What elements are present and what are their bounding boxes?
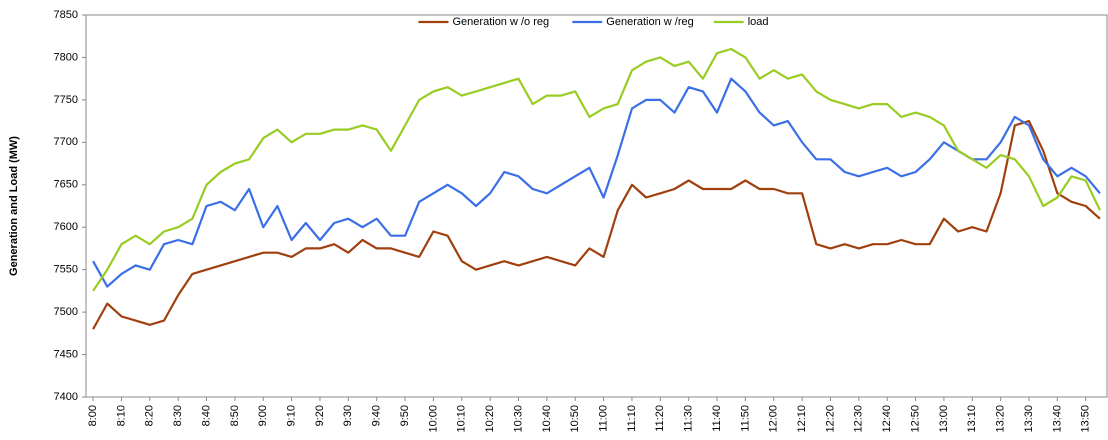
- y-tick-label: 7750: [54, 94, 78, 106]
- legend-label: Generation w /reg: [606, 16, 693, 28]
- x-tick-label: 10:00: [427, 405, 439, 433]
- x-tick-label: 8:40: [200, 405, 212, 426]
- y-tick-label: 7550: [54, 264, 78, 276]
- x-tick-label: 11:00: [597, 405, 609, 432]
- x-tick-label: 9:50: [399, 405, 411, 426]
- y-tick-label: 7400: [54, 391, 78, 403]
- x-tick-label: 13:10: [966, 405, 978, 433]
- x-tick-label: 8:10: [115, 405, 127, 426]
- x-tick-label: 10:40: [541, 405, 553, 433]
- y-tick-label: 7700: [54, 136, 78, 148]
- x-tick-label: 12:40: [881, 405, 893, 433]
- y-tick-label: 7650: [54, 179, 78, 191]
- x-tick-label: 11:20: [654, 405, 666, 432]
- x-tick-label: 12:30: [853, 405, 865, 433]
- y-tick-label: 7800: [54, 51, 78, 63]
- x-tick-label: 9:40: [371, 405, 383, 426]
- x-tick-label: 8:00: [87, 405, 99, 426]
- y-tick-label: 7450: [54, 348, 78, 360]
- x-tick-label: 12:00: [768, 405, 780, 433]
- x-tick-label: 11:30: [683, 405, 695, 432]
- x-tick-label: 13:00: [938, 405, 950, 433]
- x-tick-label: 8:30: [172, 405, 184, 426]
- x-tick-label: 8:20: [144, 405, 156, 426]
- x-tick-label: 12:50: [909, 405, 921, 433]
- x-tick-label: 10:10: [456, 405, 468, 433]
- x-tick-label: 13:40: [1051, 405, 1063, 433]
- x-tick-label: 10:50: [569, 405, 581, 433]
- y-tick-label: 7600: [54, 221, 78, 233]
- x-tick-label: 8:50: [229, 405, 241, 426]
- plot-area: [85, 14, 1108, 398]
- x-tick-label: 9:00: [257, 405, 269, 426]
- x-tick-label: 9:30: [342, 405, 354, 426]
- y-axis-label: Generation and Load (MW): [8, 136, 20, 276]
- y-tick-label: 7850: [54, 9, 78, 21]
- x-tick-label: 9:10: [286, 405, 298, 426]
- x-tick-label: 10:30: [512, 405, 524, 433]
- x-tick-label: 9:20: [314, 405, 326, 426]
- x-tick-label: 13:50: [1080, 405, 1092, 433]
- x-tick-label: 13:30: [1023, 405, 1035, 433]
- series-line: [92, 77, 1101, 288]
- x-tick-label: 12:20: [824, 405, 836, 433]
- series-line: [92, 47, 1101, 292]
- legend-label: load: [748, 16, 769, 28]
- x-tick-label: 13:20: [995, 405, 1007, 433]
- legend-label: Generation w /o reg: [453, 16, 550, 28]
- x-tick-label: 11:10: [626, 405, 638, 432]
- y-tick-label: 7500: [54, 306, 78, 318]
- x-tick-label: 11:40: [711, 405, 723, 432]
- x-tick-label: 10:20: [484, 405, 496, 433]
- x-tick-label: 11:50: [739, 405, 751, 432]
- x-tick-label: 12:10: [796, 405, 808, 433]
- series-line: [92, 120, 1101, 330]
